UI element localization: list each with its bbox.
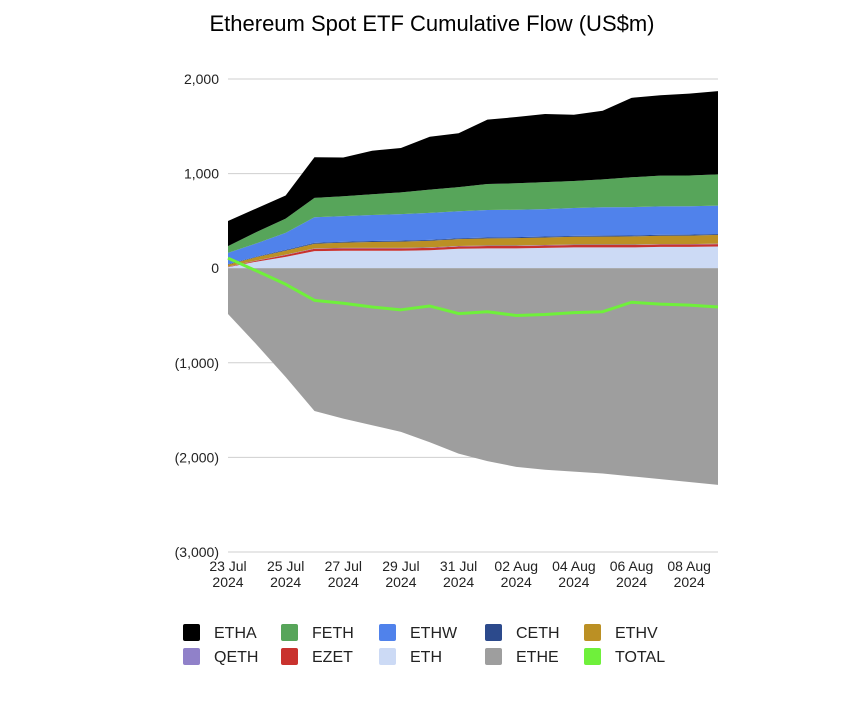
- chart-title: Ethereum Spot ETF Cumulative Flow (US$m): [209, 11, 654, 36]
- legend-swatch-ceth: [485, 624, 502, 641]
- x-tick-label: 23 Jul 2024: [209, 558, 246, 590]
- x-tick-label: 02 Aug 2024: [494, 558, 538, 590]
- legend-swatch-ethe: [485, 648, 502, 665]
- x-tick-label: 06 Aug 2024: [610, 558, 654, 590]
- area-ethv: [228, 234, 718, 267]
- area-ethe: [228, 268, 718, 485]
- legend-label-feth: FETH: [312, 625, 354, 642]
- legend-swatch-ethv: [584, 624, 601, 641]
- x-tick-label: 25 Jul 2024: [267, 558, 304, 590]
- legend-swatch-feth: [281, 624, 298, 641]
- legend-label-eth: ETH: [410, 649, 442, 666]
- legend-label-ethe: ETHE: [516, 649, 559, 666]
- y-tick-label: (3,000): [175, 544, 219, 560]
- legend-label-total: TOTAL: [615, 649, 665, 666]
- line-total: [227, 256, 719, 317]
- legend-swatch-ezet: [281, 648, 298, 665]
- legend-label-qeth: QETH: [214, 649, 258, 666]
- legend-swatch-eth: [379, 648, 396, 665]
- y-tick-label: 0: [211, 260, 219, 276]
- area-etha: [228, 91, 718, 247]
- area-feth: [228, 174, 718, 253]
- legend-swatch-ethw: [379, 624, 396, 641]
- legend-swatch-qeth: [183, 648, 200, 665]
- y-tick-label: (2,000): [175, 449, 219, 465]
- legend-label-ceth: CETH: [516, 625, 560, 642]
- x-tick-label: 08 Aug 2024: [667, 558, 711, 590]
- x-tick-label: 04 Aug 2024: [552, 558, 596, 590]
- x-tick-label: 31 Jul 2024: [440, 558, 477, 590]
- legend-label-ethv: ETHV: [615, 625, 658, 642]
- x-axis-ticks: 23 Jul 2024 25 Jul 2024 27 Jul 2024 29 Jul 2024…: [209, 558, 711, 590]
- x-tick-label: 29 Jul 2024: [382, 558, 419, 590]
- legend-label-ezet: EZET: [312, 649, 353, 666]
- legend-label-ethw: ETHW: [410, 625, 458, 642]
- y-tick-label: 1,000: [184, 166, 219, 182]
- legend-label-etha: ETHA: [214, 625, 257, 642]
- line-series: [227, 256, 719, 317]
- area-series: [228, 91, 718, 485]
- area-ezet: [228, 244, 718, 268]
- y-tick-label: (1,000): [175, 355, 219, 371]
- area-eth: [228, 246, 718, 269]
- x-tick-label: 27 Jul 2024: [325, 558, 362, 590]
- area-ethw: [228, 205, 718, 265]
- area-ceth: [228, 233, 718, 265]
- legend: ETHA FETH ETHW CETH ETHV QETH EZET ETH ETHE TOTAL: [183, 624, 665, 666]
- legend-swatch-etha: [183, 624, 200, 641]
- y-tick-label: 2,000: [184, 71, 219, 87]
- y-axis-ticks: 2,000 1,000 0 (1,000) (2,000) (3,000): [175, 71, 220, 560]
- legend-swatch-total: [584, 648, 601, 665]
